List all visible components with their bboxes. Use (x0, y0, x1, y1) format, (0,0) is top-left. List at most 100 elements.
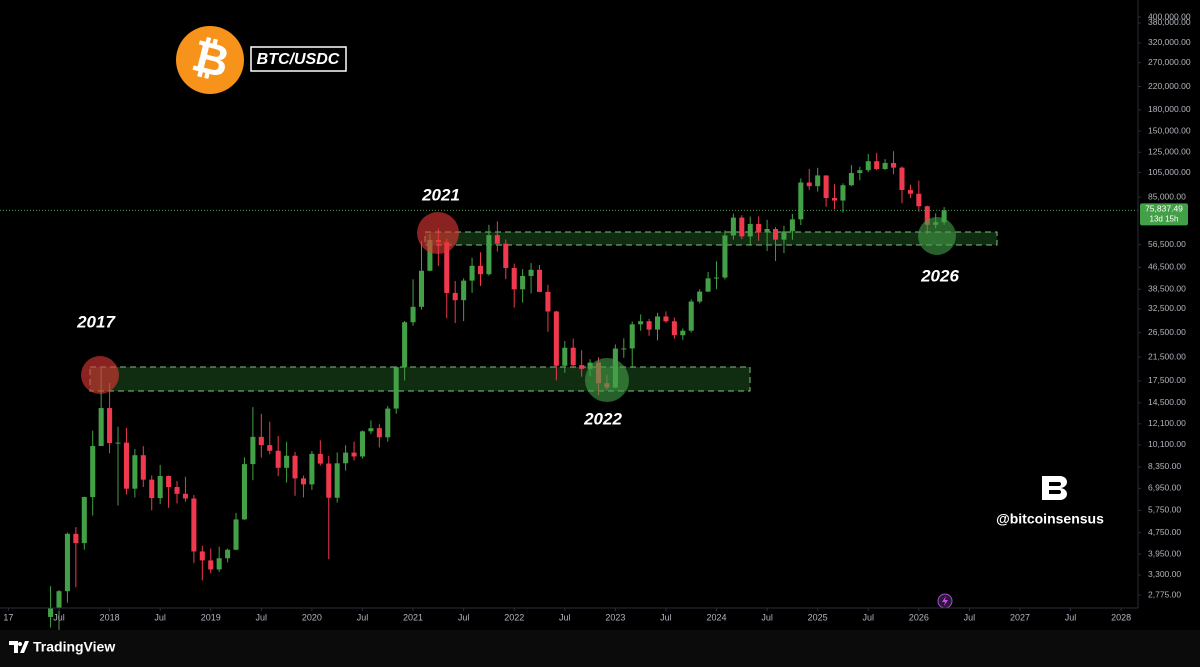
candle-body (461, 280, 467, 301)
annotation: 2017 (76, 312, 116, 331)
y-tick-label: 220,000.00 (1148, 81, 1191, 91)
candle-body (806, 182, 812, 187)
candle-body (418, 270, 425, 307)
platform-logo-dot (18, 642, 22, 646)
countdown: 13d 15h (1150, 215, 1179, 224)
candle-body (722, 235, 728, 278)
last-price-badge (1140, 203, 1188, 226)
candle-body (174, 487, 180, 494)
y-tick-label: 8,350.00 (1148, 461, 1181, 471)
candle-body (250, 436, 256, 465)
candle-body (225, 549, 231, 559)
y-tick-label: 125,000.00 (1148, 147, 1191, 157)
candle-body (402, 322, 408, 368)
y-tick-label: 21,500.00 (1148, 351, 1186, 361)
bitcoin-logo (176, 26, 244, 94)
x-tick-label: 2028 (1111, 612, 1131, 622)
annotation: 2022 (583, 409, 622, 428)
x-tick-label: 2020 (302, 612, 322, 622)
candle-body (107, 408, 113, 444)
candle-body (258, 436, 264, 446)
brand-icon (1042, 476, 1067, 500)
annotation: 2026 (920, 266, 959, 285)
y-tick-label: 14,500.00 (1148, 397, 1186, 407)
y-tick-label: 150,000.00 (1148, 125, 1191, 135)
x-tick-label: Jul (256, 612, 268, 622)
candle-body (772, 229, 779, 240)
y-tick-label: 17,500.00 (1148, 375, 1186, 385)
last-price-label: 75,837.49 (1145, 204, 1183, 214)
candle-body (351, 452, 357, 457)
candle-body (789, 219, 795, 232)
handle: @bitcoinsensus (996, 511, 1104, 527)
candle-body (494, 235, 500, 244)
x-tick-label: Jul (357, 612, 369, 622)
x-tick-label: Jul (660, 612, 672, 622)
candle-body (385, 408, 391, 438)
candle-body (916, 193, 922, 207)
candle-body (756, 223, 762, 233)
bottom-marker (585, 358, 629, 402)
candle-body (300, 478, 306, 485)
candle-body (629, 324, 635, 349)
candle-body (284, 455, 290, 468)
y-tick-label: 2,775.00 (1148, 589, 1181, 599)
event-icon-bolt (942, 596, 948, 606)
x-tick-label: 2022 (504, 612, 524, 622)
plot-area (89, 231, 998, 392)
candle-body (882, 162, 888, 170)
y-tick-label: 10,100.00 (1148, 439, 1186, 449)
candle-body (663, 316, 669, 322)
candle-body (511, 268, 517, 290)
candle-body (123, 442, 129, 489)
y-tick-label: 270,000.00 (1148, 57, 1191, 67)
candle-body (671, 321, 677, 336)
candle-body (241, 464, 247, 520)
candle-body (798, 182, 804, 220)
y-tick-label: 380,000.00 (1148, 17, 1191, 27)
candle-body (140, 455, 146, 480)
candle-body (317, 453, 323, 464)
candle-body (941, 210, 947, 223)
candle-body (486, 235, 492, 275)
candle-body (309, 453, 315, 485)
candle-body (638, 321, 644, 325)
y-tick-label: 3,950.00 (1148, 548, 1181, 558)
x-tick-label: 2026 (909, 612, 929, 622)
candle-body (865, 161, 871, 171)
candle-body (891, 162, 897, 168)
candle-body (899, 167, 905, 190)
candle-body (469, 265, 475, 281)
bottom-marker (918, 217, 956, 255)
candle-body (924, 206, 930, 225)
x-tick-label: 2024 (707, 612, 727, 622)
y-tick-label: 46,500.00 (1148, 262, 1186, 272)
candle-body (503, 243, 509, 269)
candle-body (208, 560, 214, 570)
y-tick-label: 105,000.00 (1148, 167, 1191, 177)
candle-body (477, 265, 484, 275)
candle-body (64, 533, 70, 592)
candle-body (115, 442, 121, 444)
y-tick-label: 320,000.00 (1148, 37, 1191, 47)
candle-body (233, 519, 239, 550)
highlights (81, 212, 956, 402)
candle-body (680, 330, 686, 336)
candle-body (646, 321, 652, 330)
candle-body (90, 446, 96, 498)
candle-body (848, 172, 854, 186)
candle-body (840, 185, 846, 201)
x-tick-label: 2021 (403, 612, 423, 622)
candle-body (376, 428, 382, 438)
y-tick-label: 26,500.00 (1148, 327, 1186, 337)
candle-body (132, 455, 138, 489)
candle-body (56, 591, 62, 609)
candle-body (157, 475, 163, 499)
y-tick-label: 85,000.00 (1148, 191, 1186, 201)
candle-body (781, 231, 787, 240)
candle-body (587, 362, 593, 369)
candle-body (444, 242, 450, 293)
candle-body (267, 445, 273, 451)
